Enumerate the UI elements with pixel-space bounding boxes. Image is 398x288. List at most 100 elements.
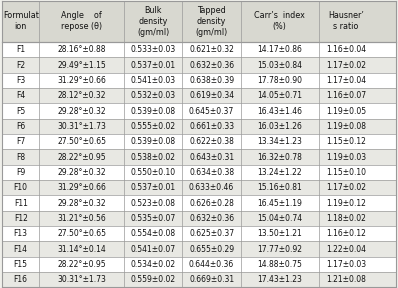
Text: 15.03±0.84: 15.03±0.84 (257, 61, 302, 70)
Text: 17.77±0.92: 17.77±0.92 (257, 245, 302, 254)
Text: 0.539±0.08: 0.539±0.08 (131, 137, 176, 146)
Text: 1.17±0.04: 1.17±0.04 (326, 76, 366, 85)
Bar (2, 103, 396, 119)
Text: 0.622±0.38: 0.622±0.38 (189, 137, 234, 146)
Bar (2, 58, 396, 73)
Text: 0.555±0.02: 0.555±0.02 (131, 122, 176, 131)
Text: 0.632±0.36: 0.632±0.36 (189, 61, 234, 70)
Text: 31.29°±0.66: 31.29°±0.66 (57, 76, 106, 85)
Text: 16.32±0.78: 16.32±0.78 (258, 153, 302, 162)
Text: 0.644±0.36: 0.644±0.36 (189, 260, 234, 269)
Text: Bulk
density
(gm/ml): Bulk density (gm/ml) (137, 6, 170, 37)
Text: F1: F1 (16, 45, 25, 54)
Text: 1.16±0.04: 1.16±0.04 (326, 45, 366, 54)
Bar (2, 211, 396, 226)
Text: 15.04±0.74: 15.04±0.74 (257, 214, 302, 223)
Text: 0.537±0.01: 0.537±0.01 (131, 61, 176, 70)
Text: 1.16±0.07: 1.16±0.07 (326, 91, 366, 100)
Text: 30.31°±1.73: 30.31°±1.73 (57, 122, 106, 131)
Text: 31.14°±0.14: 31.14°±0.14 (57, 245, 106, 254)
Text: 0.632±0.36: 0.632±0.36 (189, 214, 234, 223)
Text: 28.12°±0.32: 28.12°±0.32 (58, 91, 106, 100)
Text: 0.633±0.46: 0.633±0.46 (189, 183, 234, 192)
Text: 31.21°±0.56: 31.21°±0.56 (57, 214, 106, 223)
Text: F9: F9 (16, 168, 25, 177)
Bar (2, 1, 396, 42)
Text: Formulat
ion: Formulat ion (3, 12, 39, 31)
Text: 1.19±0.03: 1.19±0.03 (326, 153, 366, 162)
Text: 1.19±0.12: 1.19±0.12 (326, 199, 366, 208)
Text: 13.50±1.21: 13.50±1.21 (258, 229, 302, 238)
Text: 17.43±1.23: 17.43±1.23 (258, 275, 302, 284)
Text: 16.03±1.26: 16.03±1.26 (258, 122, 302, 131)
Text: 0.645±0.37: 0.645±0.37 (189, 107, 234, 116)
Text: 1.17±0.03: 1.17±0.03 (326, 260, 366, 269)
Text: 0.539±0.08: 0.539±0.08 (131, 107, 176, 116)
Text: 0.626±0.28: 0.626±0.28 (189, 199, 234, 208)
Text: 0.554±0.08: 0.554±0.08 (131, 229, 176, 238)
Text: 0.541±0.03: 0.541±0.03 (131, 76, 176, 85)
Text: F5: F5 (16, 107, 25, 116)
Text: Tapped
density
(gm/ml): Tapped density (gm/ml) (195, 6, 228, 37)
Text: 29.28°±0.32: 29.28°±0.32 (57, 168, 106, 177)
Text: 16.45±1.19: 16.45±1.19 (258, 199, 302, 208)
Bar (2, 88, 396, 103)
Text: 28.16°±0.88: 28.16°±0.88 (58, 45, 106, 54)
Text: F6: F6 (16, 122, 25, 131)
Bar (2, 149, 396, 165)
Text: 16.43±1.46: 16.43±1.46 (257, 107, 302, 116)
Bar (2, 196, 396, 211)
Text: 1.17±0.02: 1.17±0.02 (326, 61, 366, 70)
Text: 14.88±0.75: 14.88±0.75 (258, 260, 302, 269)
Text: 0.669±0.31: 0.669±0.31 (189, 275, 234, 284)
Text: 0.534±0.02: 0.534±0.02 (131, 260, 176, 269)
Bar (2, 180, 396, 196)
Text: 0.532±0.03: 0.532±0.03 (131, 91, 176, 100)
Text: Carr’s  index
(%): Carr’s index (%) (254, 12, 305, 31)
Text: 0.535±0.07: 0.535±0.07 (131, 214, 176, 223)
Text: 1.15±0.12: 1.15±0.12 (326, 137, 366, 146)
Text: 0.538±0.02: 0.538±0.02 (131, 153, 176, 162)
Text: 0.533±0.03: 0.533±0.03 (131, 45, 176, 54)
Text: 0.643±0.31: 0.643±0.31 (189, 153, 234, 162)
Text: 0.638±0.39: 0.638±0.39 (189, 76, 234, 85)
Text: 1.16±0.12: 1.16±0.12 (326, 229, 366, 238)
Text: 28.22°±0.95: 28.22°±0.95 (57, 153, 106, 162)
Text: 0.550±0.10: 0.550±0.10 (131, 168, 176, 177)
Text: 29.49°±1.15: 29.49°±1.15 (57, 61, 106, 70)
Bar (2, 226, 396, 241)
Text: 1.19±0.05: 1.19±0.05 (326, 107, 366, 116)
Text: F4: F4 (16, 91, 25, 100)
Text: 1.18±0.02: 1.18±0.02 (326, 214, 366, 223)
Text: 29.28°±0.32: 29.28°±0.32 (57, 199, 106, 208)
Text: 1.17±0.02: 1.17±0.02 (326, 183, 366, 192)
Text: F2: F2 (16, 61, 25, 70)
Text: F14: F14 (14, 245, 28, 254)
Bar (2, 119, 396, 134)
Text: Angle    of
repose (θ): Angle of repose (θ) (61, 12, 102, 31)
Bar (2, 134, 396, 149)
Text: 27.50°±0.65: 27.50°±0.65 (57, 229, 106, 238)
Text: 17.78±0.90: 17.78±0.90 (257, 76, 302, 85)
Bar (2, 257, 396, 272)
Bar (2, 165, 396, 180)
Text: F13: F13 (14, 229, 28, 238)
Text: 0.537±0.01: 0.537±0.01 (131, 183, 176, 192)
Text: F15: F15 (14, 260, 28, 269)
Text: 0.619±0.34: 0.619±0.34 (189, 91, 234, 100)
Text: F12: F12 (14, 214, 27, 223)
Text: 13.34±1.23: 13.34±1.23 (258, 137, 302, 146)
Text: 0.625±0.37: 0.625±0.37 (189, 229, 234, 238)
Bar (2, 272, 396, 287)
Text: F11: F11 (14, 199, 27, 208)
Text: 1.21±0.08: 1.21±0.08 (326, 275, 366, 284)
Text: 1.15±0.10: 1.15±0.10 (326, 168, 366, 177)
Text: F16: F16 (14, 275, 28, 284)
Text: Hausner’
s ratio: Hausner’ s ratio (328, 12, 364, 31)
Text: 30.31°±1.73: 30.31°±1.73 (57, 275, 106, 284)
Text: 0.621±0.32: 0.621±0.32 (189, 45, 234, 54)
Text: 0.661±0.33: 0.661±0.33 (189, 122, 234, 131)
Text: 14.17±0.86: 14.17±0.86 (258, 45, 302, 54)
Text: F8: F8 (16, 153, 25, 162)
Bar (2, 241, 396, 257)
